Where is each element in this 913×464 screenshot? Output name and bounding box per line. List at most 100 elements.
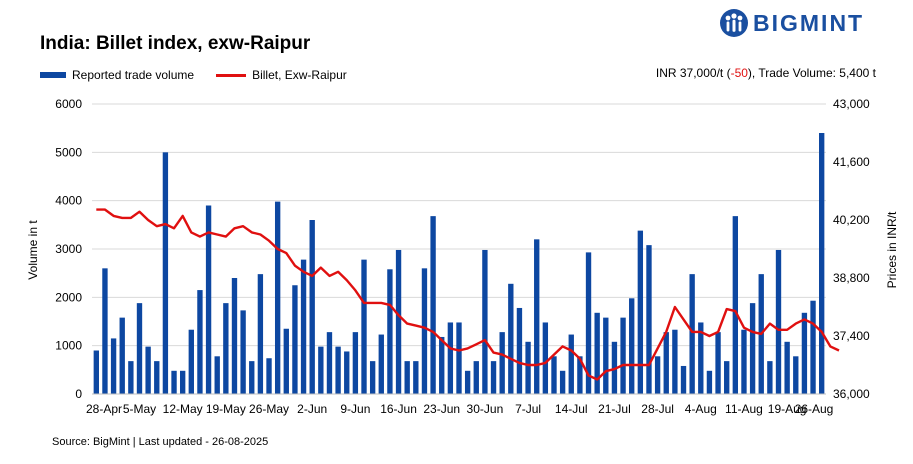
volume-bar bbox=[629, 298, 635, 394]
volume-bar bbox=[698, 322, 704, 394]
volume-bar bbox=[136, 303, 143, 394]
volume-bar bbox=[205, 205, 212, 394]
volume-bar bbox=[482, 249, 488, 394]
volume-bar bbox=[819, 133, 825, 394]
brand-name: BIGMINT bbox=[753, 9, 865, 36]
legend-label-price: Billet, Exw-Raipur bbox=[252, 68, 347, 82]
volume-bar bbox=[603, 317, 609, 394]
volume-bar bbox=[326, 332, 333, 394]
volume-bar bbox=[646, 245, 652, 394]
volume-bar bbox=[672, 329, 678, 394]
x-tick-label: 26-May bbox=[249, 402, 289, 416]
volume-bar bbox=[223, 303, 229, 394]
volume-bar bbox=[214, 356, 220, 394]
volume-bar bbox=[430, 216, 436, 394]
summary-prefix: INR 37,000/t ( bbox=[655, 66, 731, 80]
brand-logo: BIGMINT bbox=[719, 6, 864, 40]
volume-bar bbox=[231, 278, 238, 394]
x-tick-label: 2-Jun bbox=[297, 402, 327, 416]
x-tick-label: 19-May bbox=[206, 402, 246, 416]
volume-bar bbox=[162, 152, 169, 394]
volume-bar bbox=[378, 334, 384, 394]
volume-bar bbox=[801, 312, 808, 394]
x-tick-label: 5-May bbox=[123, 402, 156, 416]
volume-bar bbox=[516, 307, 523, 394]
x-tick-label: 4-Aug bbox=[685, 402, 717, 416]
y-left-tick-label: 1000 bbox=[55, 339, 82, 353]
y-right-tick-label: 37,400 bbox=[833, 329, 870, 343]
y-left-tick-label: 3000 bbox=[55, 242, 82, 256]
y-right-tick-label: 40,200 bbox=[833, 213, 870, 227]
volume-bar bbox=[793, 356, 799, 394]
price-summary: INR 37,000/t (-50), Trade Volume: 5,400 … bbox=[656, 66, 876, 80]
legend-item-volume: Reported trade volume bbox=[40, 68, 194, 82]
volume-bar bbox=[257, 274, 264, 394]
volume-bar bbox=[767, 361, 773, 394]
x-tick-label: 12-May bbox=[163, 402, 203, 416]
volume-bar bbox=[525, 341, 531, 394]
volume-bar bbox=[508, 283, 514, 394]
volume-bar bbox=[309, 220, 315, 394]
y-left-tick-label: 5000 bbox=[55, 145, 82, 159]
x-tick-label: 28-Jul bbox=[641, 402, 674, 416]
price-line-layer bbox=[96, 208, 840, 381]
price-line bbox=[96, 208, 840, 381]
volume-bar bbox=[387, 269, 393, 394]
chart-title: India: Billet index, exw-Raipur bbox=[40, 33, 311, 54]
volume-bar bbox=[369, 361, 376, 394]
volume-bar bbox=[724, 361, 730, 394]
volume-bar bbox=[654, 356, 661, 394]
x-tick-label: 7-Jul bbox=[515, 402, 541, 416]
volume-bar bbox=[413, 361, 419, 394]
volume-bar bbox=[577, 356, 583, 394]
x-tick-label: 14-Jul bbox=[555, 402, 588, 416]
x-tick-label: 28-Apr bbox=[86, 402, 122, 416]
volume-bar bbox=[551, 356, 557, 394]
x-tick-label: 9-Jun bbox=[340, 402, 370, 416]
y-right-tick-label: 38,800 bbox=[833, 271, 870, 285]
summary-change: -50 bbox=[730, 66, 748, 80]
summary-suffix: ), Trade Volume: 5,400 t bbox=[747, 66, 876, 80]
y-right-tick-label: 36,000 bbox=[833, 387, 870, 401]
volume-bar bbox=[274, 201, 281, 394]
volume-bar bbox=[421, 268, 428, 394]
volume-bar bbox=[292, 285, 298, 394]
volume-bar bbox=[128, 361, 134, 394]
volume-bar bbox=[473, 361, 479, 394]
volume-bar bbox=[706, 370, 713, 394]
volume-bar bbox=[663, 332, 669, 394]
x-tick-label: 21-Jul bbox=[598, 402, 631, 416]
y-left-tick-label: 4000 bbox=[55, 194, 82, 208]
volume-bar bbox=[490, 361, 497, 394]
y-right-axis-title: Prices in INR/t bbox=[885, 211, 899, 288]
volume-bar bbox=[240, 310, 246, 394]
volume-bar bbox=[249, 361, 255, 394]
volume-bar bbox=[456, 322, 462, 394]
volume-bar bbox=[283, 328, 289, 394]
volume-bar bbox=[784, 341, 790, 394]
volume-bar bbox=[110, 338, 117, 394]
chart-legend: Reported trade volume Billet, Exw-Raipur bbox=[40, 68, 369, 82]
x-tick-label: 30-Jun bbox=[467, 402, 504, 416]
y-left-tick-label: 2000 bbox=[55, 290, 82, 304]
volume-bar bbox=[810, 300, 816, 394]
volume-bar bbox=[404, 361, 410, 394]
volume-bar bbox=[361, 259, 367, 394]
volume-bar bbox=[775, 249, 782, 394]
axes: 0 1000 2000 3000 4000 5000 6000 36,000 37,400 38,… bbox=[55, 97, 870, 416]
volume-bar bbox=[637, 230, 644, 394]
volume-bar bbox=[749, 303, 756, 394]
volume-bar bbox=[499, 332, 505, 394]
volume-bar bbox=[352, 332, 359, 394]
volume-bar bbox=[559, 370, 566, 394]
volume-bar bbox=[439, 336, 445, 394]
volume-bar bbox=[732, 216, 739, 394]
volume-bar bbox=[188, 329, 194, 394]
volume-bar bbox=[680, 365, 687, 394]
volume-bar bbox=[154, 361, 160, 394]
y-left-axis-title: Volume in t bbox=[26, 220, 40, 280]
volume-bar bbox=[568, 334, 574, 394]
volume-bar bbox=[395, 249, 402, 394]
y-right-tick-label: 41,600 bbox=[833, 155, 870, 169]
